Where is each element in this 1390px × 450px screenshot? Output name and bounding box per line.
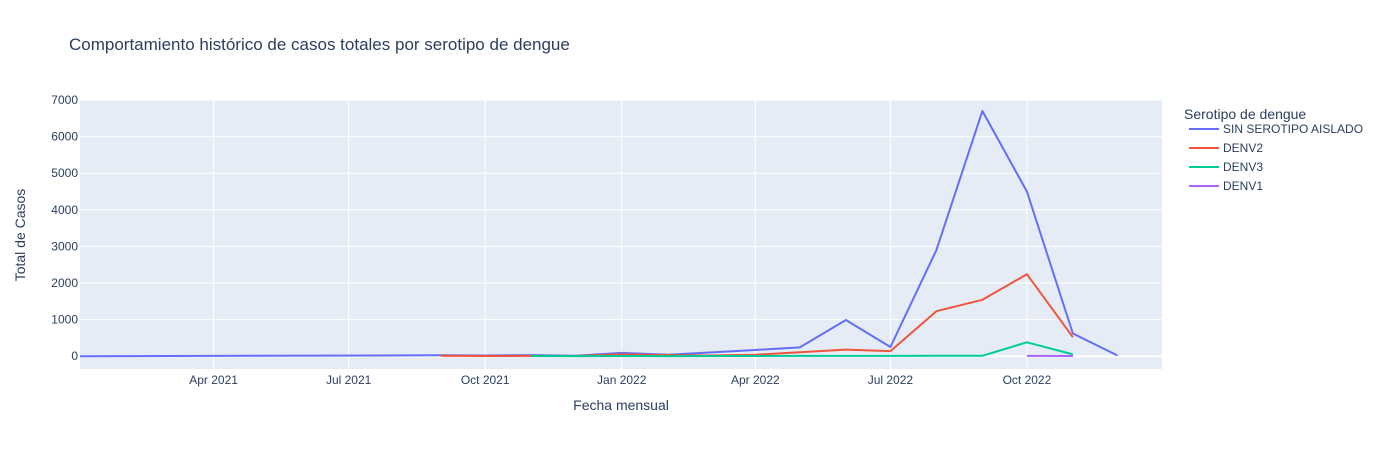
- chart-title: Comportamiento histórico de casos totale…: [69, 35, 570, 54]
- y-tick-label: 5000: [51, 166, 78, 180]
- legend-title: Serotipo de dengue: [1184, 106, 1306, 122]
- x-tick-label: Jul 2022: [868, 373, 914, 387]
- y-tick-label: 0: [71, 349, 78, 363]
- legend-label: DENV3: [1223, 160, 1263, 174]
- y-tick-label: 7000: [51, 93, 78, 107]
- x-axis-title: Fecha mensual: [573, 397, 669, 413]
- y-tick-label: 4000: [51, 203, 78, 217]
- x-tick-label: Oct 2021: [461, 373, 510, 387]
- legend-item[interactable]: DENV3: [1189, 160, 1263, 174]
- y-tick-label: 6000: [51, 130, 78, 144]
- legend: Serotipo de dengue SIN SEROTIPO AISLADO D…: [1184, 106, 1363, 193]
- x-tick-label: Apr 2022: [731, 373, 780, 387]
- y-tick-label: 3000: [51, 239, 78, 253]
- y-tick-label: 1000: [51, 313, 78, 327]
- y-tick-label: 2000: [51, 276, 78, 290]
- x-tick-label: Jan 2022: [597, 373, 647, 387]
- legend-item[interactable]: DENV2: [1189, 141, 1263, 155]
- legend-label: DENV2: [1223, 141, 1263, 155]
- y-axis-ticks: 0 1000 2000 3000 4000 5000 6000 7000: [51, 93, 78, 363]
- x-tick-label: Oct 2022: [1003, 373, 1052, 387]
- y-axis-title: Total de Casos: [12, 189, 28, 282]
- plot-area: [80, 100, 1162, 369]
- series-lines: [79, 110, 1118, 358]
- legend-item[interactable]: SIN SEROTIPO AISLADO: [1189, 122, 1363, 136]
- series-line-denv3[interactable]: [531, 341, 1074, 358]
- legend-item[interactable]: DENV1: [1189, 179, 1263, 193]
- x-axis-ticks: Apr 2021 Jul 2021 Oct 2021 Jan 2022 Apr 2022…: [189, 373, 1051, 387]
- x-tick-label: Apr 2021: [189, 373, 238, 387]
- legend-label: DENV1: [1223, 179, 1263, 193]
- legend-label: SIN SEROTIPO AISLADO: [1223, 122, 1363, 136]
- x-tick-label: Jul 2021: [326, 373, 372, 387]
